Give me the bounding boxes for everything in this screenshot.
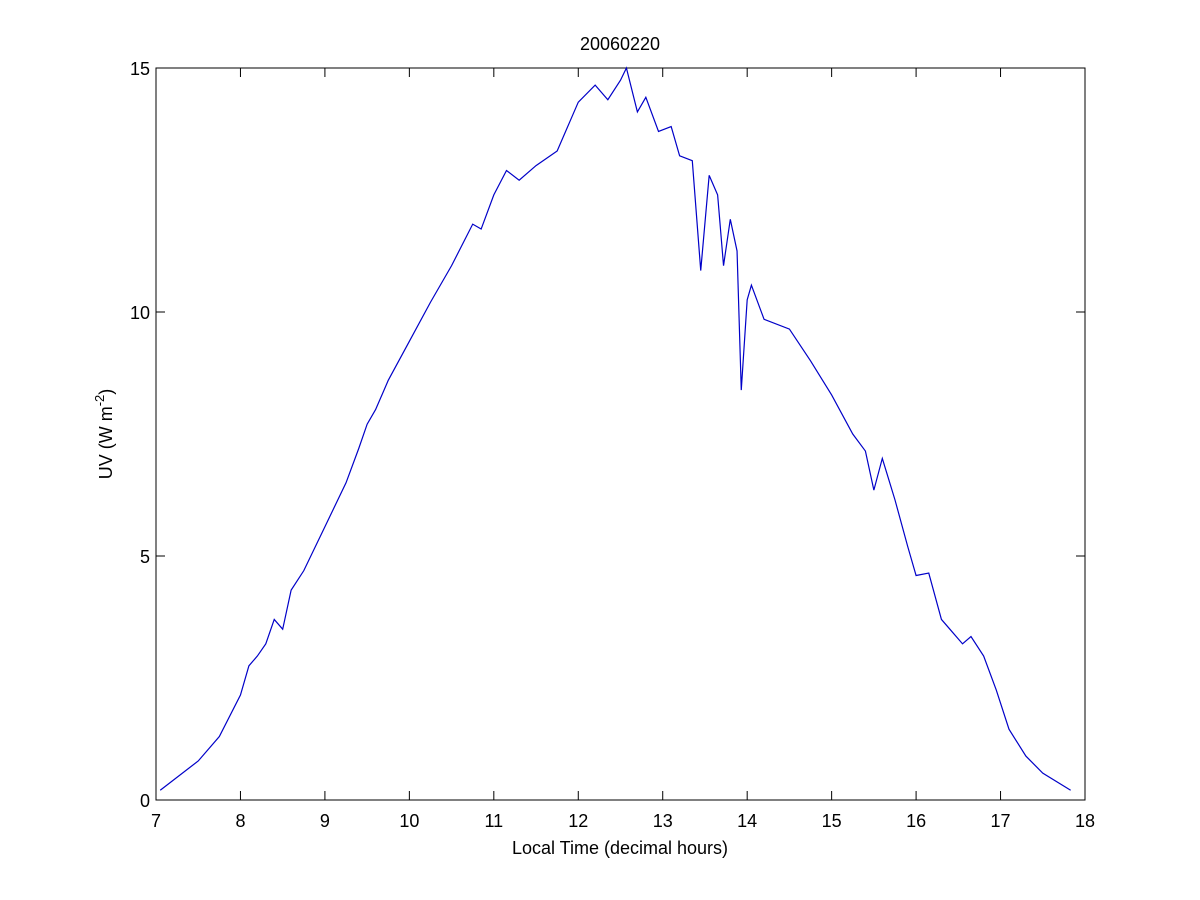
x-axis-label: Local Time (decimal hours) (512, 838, 728, 858)
x-tick-label: 16 (906, 811, 926, 831)
y-axis-label: UV (W m-2) (92, 389, 116, 480)
x-tick-label: 18 (1075, 811, 1095, 831)
x-tick-label: 9 (320, 811, 330, 831)
x-tick-label: 15 (822, 811, 842, 831)
x-tick-label: 8 (235, 811, 245, 831)
x-tick-label: 13 (653, 811, 673, 831)
x-tick-label: 11 (484, 811, 503, 831)
y-tick-label: 15 (130, 59, 150, 79)
chart-title: 20060220 (580, 34, 660, 54)
y-label-sup: -2 (92, 395, 107, 407)
y-label-end: ) (96, 389, 116, 395)
y-tick-label: 10 (130, 303, 150, 323)
x-tick-label: 12 (568, 811, 588, 831)
x-tick-label: 7 (151, 811, 161, 831)
x-tick-label: 17 (991, 811, 1011, 831)
y-label-main: UV (W m (96, 406, 116, 479)
data-line (159, 66, 1071, 791)
plot-box (155, 67, 1086, 801)
x-tick-label: 14 (737, 811, 757, 831)
y-tick-label: 5 (140, 547, 150, 567)
x-tick-label: 10 (399, 811, 419, 831)
y-tick-label: 0 (140, 791, 150, 811)
